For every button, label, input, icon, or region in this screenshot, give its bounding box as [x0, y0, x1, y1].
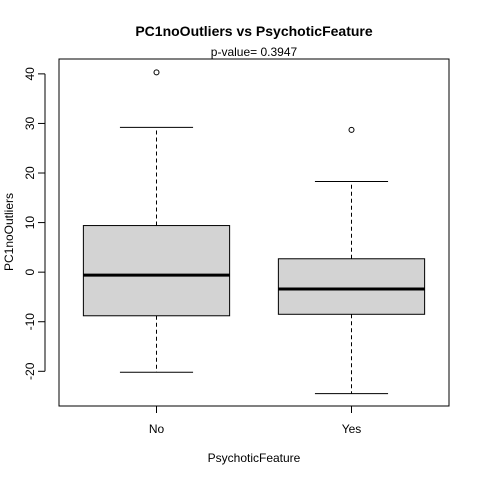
y-tick-label-20: 20 — [23, 166, 37, 180]
y-tick-label-40: 40 — [23, 67, 37, 81]
box-no — [82, 225, 231, 317]
box-yes — [277, 258, 426, 315]
y-tick-label--20: -20 — [23, 362, 37, 380]
chart-subtitle: p-value= 0.3947 — [211, 45, 298, 59]
y-axis-label: PC1noOutliers — [2, 193, 16, 271]
y-tick-label-0: 0 — [23, 269, 37, 276]
x-axis-label: PsychoticFeature — [208, 451, 301, 465]
x-tick-label-yes: Yes — [342, 422, 362, 436]
chart-title: PC1noOutliers vs PsychoticFeature — [135, 23, 373, 39]
y-tick-label--10: -10 — [23, 313, 37, 331]
plot-frame — [58, 58, 450, 407]
chart-marks: -20 -10 0 10 20 30 40 No Yes — [23, 67, 426, 436]
y-tick-label-10: 10 — [23, 216, 37, 230]
outlier-point-no-0 — [153, 69, 160, 76]
y-tick-label-30: 30 — [23, 116, 37, 130]
x-tick-label-no: No — [149, 422, 165, 436]
outlier-point-yes-0 — [348, 126, 355, 133]
